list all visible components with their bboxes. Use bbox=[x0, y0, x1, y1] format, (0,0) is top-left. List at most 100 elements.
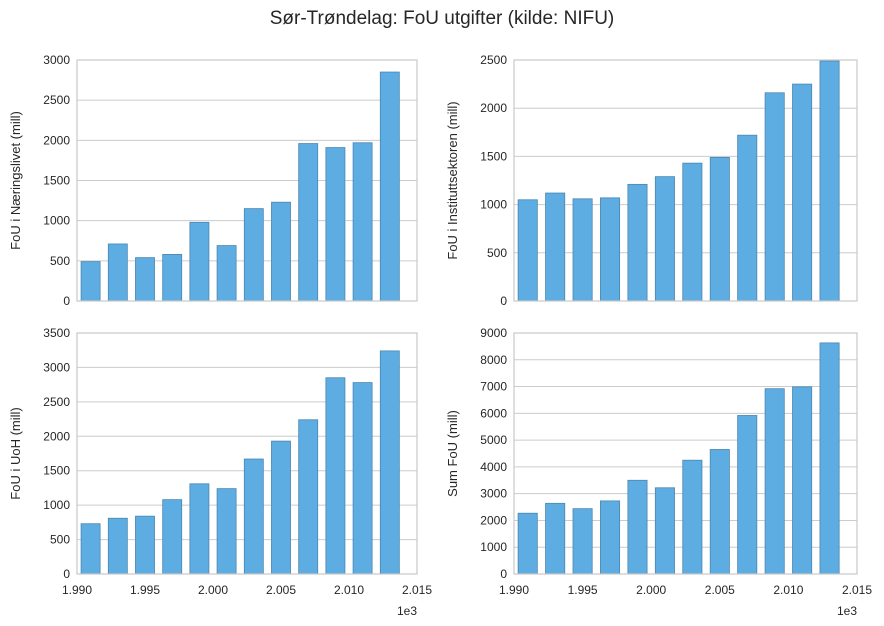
bar bbox=[792, 386, 813, 575]
chart-panel-1: 0 500 1000 1500 2000 2500 3000 FoU i Næringsliv… bbox=[8, 53, 418, 308]
bar bbox=[572, 508, 593, 575]
y-tick-label: 1500 bbox=[480, 149, 507, 163]
axes-frame bbox=[76, 59, 418, 302]
bar bbox=[352, 382, 373, 575]
bar bbox=[517, 199, 538, 302]
chart-panel-4: 0 1000 2000 3000 4000 5000 6000 7000 8000 9000 1.9… bbox=[445, 326, 872, 618]
x-tick-label: 2.000 bbox=[636, 583, 666, 597]
x-tick-label: 2.010 bbox=[773, 583, 803, 597]
bar bbox=[600, 197, 621, 302]
axes-frame bbox=[513, 332, 858, 575]
y-tick-label: 1000 bbox=[43, 214, 70, 228]
axes-frame bbox=[513, 59, 858, 302]
bar bbox=[600, 500, 621, 575]
x-tick-label: 1.995 bbox=[130, 583, 160, 597]
bar bbox=[737, 415, 758, 575]
bar bbox=[80, 523, 101, 575]
bar bbox=[271, 440, 291, 575]
y-tick-label: 2000 bbox=[480, 513, 507, 527]
bar bbox=[325, 147, 346, 302]
y-tick-label: 0 bbox=[500, 294, 507, 308]
bar bbox=[764, 92, 785, 302]
bar bbox=[379, 350, 400, 575]
x-tick-label: 1.990 bbox=[499, 583, 529, 597]
x-offset-label: 1e3 bbox=[397, 604, 417, 618]
bar bbox=[545, 502, 566, 575]
y-tick-label: 1500 bbox=[43, 174, 70, 188]
y-tick-label: 3500 bbox=[43, 326, 70, 340]
y-axis-label: FoU i Næringslivet (mill) bbox=[8, 111, 23, 250]
bar bbox=[298, 143, 319, 302]
chart-panel-2: 0 500 1000 1500 2000 2500 FoU i Instituttsekto… bbox=[445, 53, 858, 308]
x-tick-label: 2.000 bbox=[198, 583, 228, 597]
y-tick-label: 7000 bbox=[480, 380, 507, 394]
bar bbox=[189, 483, 210, 575]
bar bbox=[654, 176, 675, 302]
y-tick-label: 0 bbox=[63, 567, 70, 581]
y-tick-label: 8000 bbox=[480, 353, 507, 367]
bar bbox=[271, 201, 291, 302]
x-tick-label: 1.990 bbox=[62, 583, 92, 597]
x-offset-label: 1e3 bbox=[837, 604, 857, 618]
bar bbox=[352, 142, 373, 302]
bar bbox=[792, 83, 813, 302]
bar bbox=[162, 254, 183, 302]
y-tick-label: 500 bbox=[487, 246, 507, 260]
y-tick-label: 2000 bbox=[43, 429, 70, 443]
x-tick-label: 2.005 bbox=[705, 583, 735, 597]
figure-title: Sør-Trøndelag: FoU utgifter (kilde: NIFU… bbox=[269, 8, 615, 29]
x-tick-label: 2.015 bbox=[842, 583, 872, 597]
bar bbox=[819, 342, 840, 575]
y-tick-label: 2500 bbox=[480, 53, 507, 67]
bar bbox=[135, 515, 155, 575]
bar bbox=[107, 517, 128, 575]
y-tick-label: 2500 bbox=[43, 395, 70, 409]
bar bbox=[545, 192, 566, 302]
y-tick-label: 1000 bbox=[480, 198, 507, 212]
bar bbox=[627, 479, 648, 575]
y-tick-label: 2000 bbox=[43, 133, 70, 147]
bar bbox=[216, 245, 237, 302]
bar bbox=[107, 243, 128, 302]
bar bbox=[379, 71, 400, 302]
bar bbox=[654, 487, 675, 575]
bar bbox=[627, 183, 648, 302]
bar bbox=[216, 488, 237, 575]
bar bbox=[682, 459, 703, 575]
y-tick-label: 3000 bbox=[43, 360, 70, 374]
bar bbox=[572, 198, 593, 302]
y-tick-label: 3000 bbox=[480, 487, 507, 501]
bar bbox=[298, 419, 319, 575]
y-tick-label: 6000 bbox=[480, 406, 507, 420]
y-tick-label: 5000 bbox=[480, 433, 507, 447]
y-tick-label: 3000 bbox=[43, 53, 70, 67]
y-tick-label: 1000 bbox=[43, 498, 70, 512]
y-tick-label: 2500 bbox=[43, 93, 70, 107]
bar bbox=[737, 134, 758, 302]
axes-frame bbox=[76, 332, 418, 575]
y-tick-label: 2000 bbox=[480, 101, 507, 115]
y-tick-label: 0 bbox=[500, 567, 507, 581]
bar bbox=[80, 261, 101, 302]
bar bbox=[243, 458, 264, 575]
bar bbox=[709, 156, 730, 302]
y-axis-label: FoU i UoH (mill) bbox=[8, 407, 23, 499]
y-tick-label: 4000 bbox=[480, 460, 507, 474]
bar bbox=[517, 512, 538, 575]
y-tick-label: 9000 bbox=[480, 326, 507, 340]
bar bbox=[325, 377, 346, 575]
y-tick-label: 500 bbox=[50, 254, 70, 268]
chart-panel-3: 0 500 1000 1500 2000 2500 3000 3500 1.990 1.995 2.… bbox=[8, 326, 432, 618]
x-tick-label: 1.995 bbox=[568, 583, 598, 597]
y-tick-label: 1500 bbox=[43, 464, 70, 478]
bar bbox=[162, 499, 183, 575]
bar bbox=[243, 208, 264, 302]
bar bbox=[709, 449, 730, 575]
y-axis-label: Sum FoU (mill) bbox=[445, 410, 460, 497]
y-axis-label: FoU i Instituttsektoren (mill) bbox=[445, 101, 460, 259]
x-tick-label: 2.005 bbox=[266, 583, 296, 597]
bar bbox=[819, 60, 840, 302]
bar bbox=[682, 162, 703, 302]
